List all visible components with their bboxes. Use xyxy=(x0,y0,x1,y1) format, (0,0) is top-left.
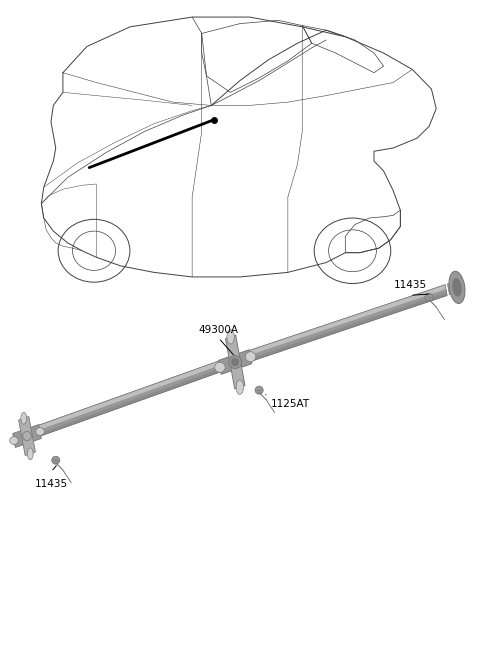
Ellipse shape xyxy=(227,330,234,344)
Polygon shape xyxy=(244,285,447,363)
Ellipse shape xyxy=(52,457,60,464)
Ellipse shape xyxy=(449,272,465,304)
Text: 49300A: 49300A xyxy=(198,325,239,335)
Text: 11435: 11435 xyxy=(393,280,426,290)
Polygon shape xyxy=(244,285,446,357)
Text: 1125AT: 1125AT xyxy=(271,399,310,409)
Ellipse shape xyxy=(21,413,26,424)
Ellipse shape xyxy=(36,428,44,436)
Polygon shape xyxy=(226,335,245,389)
Ellipse shape xyxy=(425,293,433,301)
Ellipse shape xyxy=(215,362,225,373)
Ellipse shape xyxy=(255,386,263,394)
Polygon shape xyxy=(218,350,252,375)
Polygon shape xyxy=(246,293,447,363)
Ellipse shape xyxy=(231,358,239,366)
Ellipse shape xyxy=(229,356,241,369)
Ellipse shape xyxy=(245,352,256,362)
Ellipse shape xyxy=(10,437,18,444)
Text: 11435: 11435 xyxy=(35,479,68,489)
Polygon shape xyxy=(37,359,225,436)
Ellipse shape xyxy=(453,278,461,297)
Ellipse shape xyxy=(27,448,33,460)
Ellipse shape xyxy=(23,432,31,441)
Polygon shape xyxy=(13,424,41,447)
Polygon shape xyxy=(37,359,223,430)
Polygon shape xyxy=(39,367,225,436)
Polygon shape xyxy=(19,417,36,455)
Polygon shape xyxy=(447,280,460,295)
Ellipse shape xyxy=(236,380,243,394)
